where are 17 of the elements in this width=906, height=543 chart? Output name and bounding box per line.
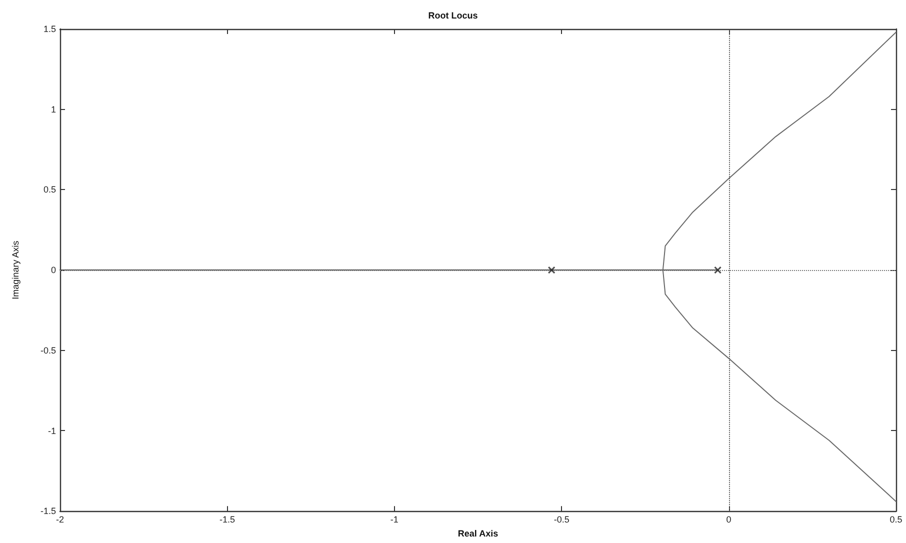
- y-tick-label: 0.5: [43, 184, 56, 195]
- x-axis-title: Real Axis: [458, 528, 498, 538]
- y-tick-label: -0.5: [40, 345, 56, 356]
- x-tick-label: -2: [56, 514, 64, 525]
- y-tick-label: -1: [48, 426, 56, 436]
- x-tick-label: -1: [390, 514, 398, 525]
- y-tick-label: 1.5: [43, 24, 56, 34]
- y-tick-label: -1.5: [40, 506, 56, 516]
- x-tick-label: 0.5: [890, 514, 902, 525]
- line-series: [662, 32, 896, 502]
- y-tick-label: 1: [50, 104, 56, 114]
- x-tick-label: 0: [726, 514, 732, 525]
- x-tick-label: -0.5: [554, 514, 570, 525]
- x-tick-label: -1.5: [219, 514, 235, 525]
- chart-title: Root Locus: [428, 10, 478, 20]
- y-tick-label: 0: [50, 265, 56, 276]
- y-axis-title: Imaginary Axis: [10, 240, 20, 300]
